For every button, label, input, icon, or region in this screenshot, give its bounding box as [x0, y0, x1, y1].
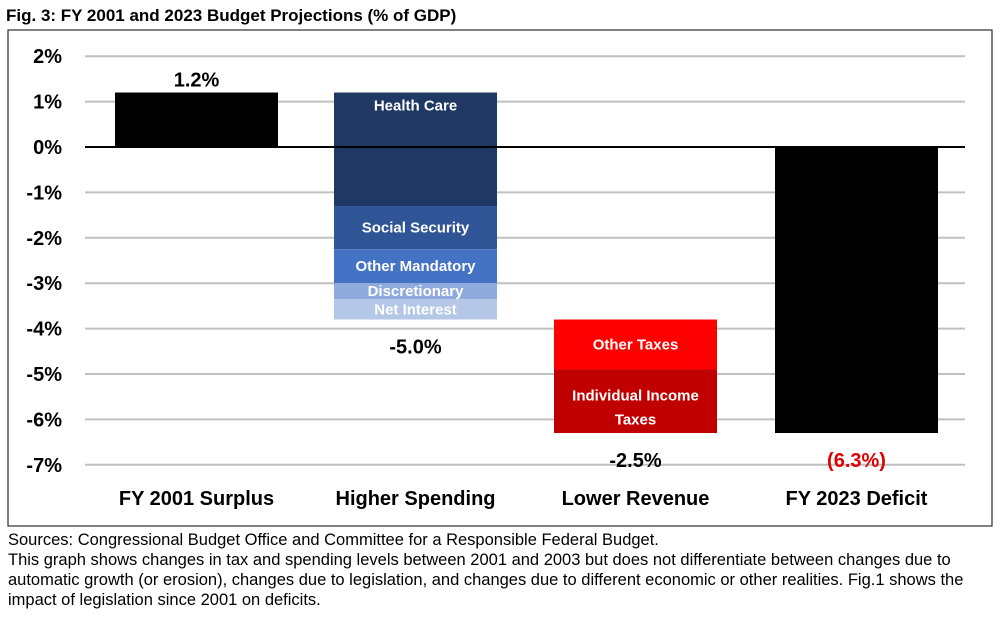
segment-label: Other Mandatory — [355, 258, 476, 275]
data-label: -2.5% — [609, 450, 661, 472]
bar-segment — [115, 92, 278, 147]
segment-label: Social Security — [362, 220, 470, 237]
y-tick-label: -6% — [26, 409, 62, 431]
bar-segment — [554, 319, 717, 370]
bar-segment — [334, 249, 497, 284]
segment-label: Other Taxes — [593, 336, 679, 353]
y-tick-label: -3% — [26, 273, 62, 295]
bar-segment — [554, 369, 717, 434]
y-tick-label: -1% — [26, 182, 62, 204]
bar-segment — [334, 299, 497, 320]
x-category-label: Lower Revenue — [562, 488, 710, 510]
bar-segment — [775, 147, 938, 434]
x-category-label: FY 2001 Surplus — [119, 488, 274, 510]
bar-segment — [334, 283, 497, 300]
sources-note: Sources: Congressional Budget Office and… — [8, 531, 659, 549]
segment-label: Net Interest — [374, 301, 457, 318]
chart-notes: Sources: Congressional Budget Office and… — [8, 530, 998, 610]
chart-frame — [7, 29, 993, 527]
y-tick-label: 0% — [33, 137, 62, 159]
segment-label: Discretionary — [368, 283, 465, 300]
bar-segment — [334, 206, 497, 250]
data-label: (6.3%) — [827, 450, 886, 472]
y-tick-label: 2% — [33, 46, 62, 68]
chart-title: Fig. 3: FY 2001 and 2023 Budget Projecti… — [6, 6, 457, 25]
y-tick-label: -2% — [26, 228, 62, 250]
y-tick-label: -7% — [26, 455, 62, 477]
x-category-label: Higher Spending — [336, 488, 496, 510]
segment-label: Health Care — [374, 98, 457, 115]
segment-label: Individual Income — [572, 387, 699, 404]
y-tick-label: -5% — [26, 364, 62, 386]
description-note: This graph shows changes in tax and spen… — [8, 551, 964, 609]
y-tick-label: 1% — [33, 92, 62, 114]
data-label: -5.0% — [389, 337, 441, 359]
x-category-label: FY 2023 Deficit — [786, 488, 928, 510]
y-tick-label: -4% — [26, 319, 62, 341]
data-label: 1.2% — [174, 70, 220, 92]
bar-segment — [334, 92, 497, 207]
segment-label: Taxes — [615, 411, 656, 428]
